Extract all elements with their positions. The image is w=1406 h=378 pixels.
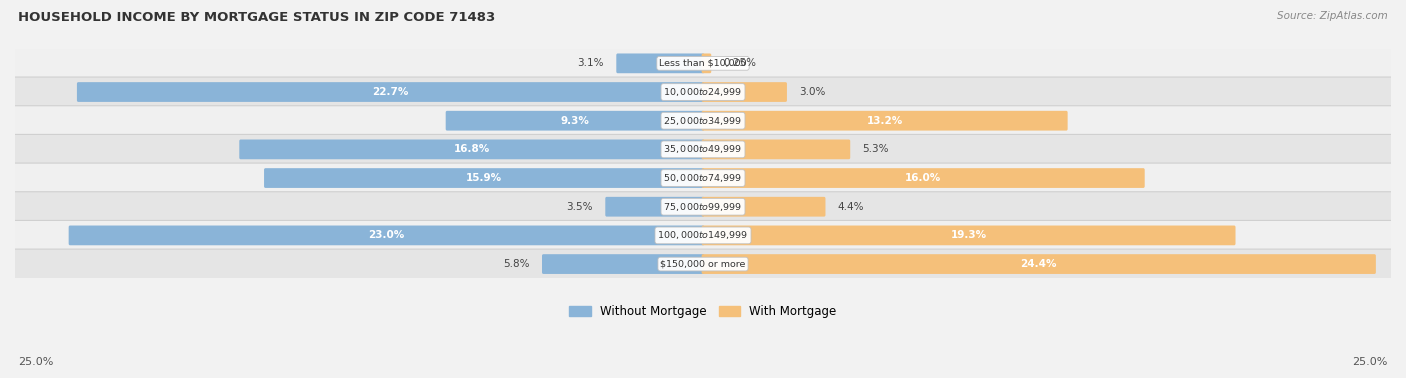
FancyBboxPatch shape xyxy=(702,111,1067,130)
FancyBboxPatch shape xyxy=(606,197,704,217)
Text: 3.5%: 3.5% xyxy=(567,202,593,212)
Text: 9.3%: 9.3% xyxy=(561,116,589,126)
Legend: Without Mortgage, With Mortgage: Without Mortgage, With Mortgage xyxy=(565,301,841,323)
Text: 25.0%: 25.0% xyxy=(18,357,53,367)
FancyBboxPatch shape xyxy=(446,111,704,130)
FancyBboxPatch shape xyxy=(264,168,704,188)
Text: 19.3%: 19.3% xyxy=(950,231,987,240)
Text: 15.9%: 15.9% xyxy=(467,173,502,183)
FancyBboxPatch shape xyxy=(6,220,1400,250)
Text: 23.0%: 23.0% xyxy=(368,231,405,240)
FancyBboxPatch shape xyxy=(69,226,704,245)
Text: 25.0%: 25.0% xyxy=(1353,357,1388,367)
Text: 4.4%: 4.4% xyxy=(838,202,865,212)
FancyBboxPatch shape xyxy=(702,254,1376,274)
FancyBboxPatch shape xyxy=(6,106,1400,136)
FancyBboxPatch shape xyxy=(77,82,704,102)
Text: $50,000 to $74,999: $50,000 to $74,999 xyxy=(664,172,742,184)
FancyBboxPatch shape xyxy=(702,82,787,102)
Text: Source: ZipAtlas.com: Source: ZipAtlas.com xyxy=(1277,11,1388,21)
FancyBboxPatch shape xyxy=(616,53,704,73)
Text: 24.4%: 24.4% xyxy=(1021,259,1057,269)
Text: $150,000 or more: $150,000 or more xyxy=(661,260,745,269)
Text: HOUSEHOLD INCOME BY MORTGAGE STATUS IN ZIP CODE 71483: HOUSEHOLD INCOME BY MORTGAGE STATUS IN Z… xyxy=(18,11,495,24)
Text: 5.3%: 5.3% xyxy=(863,144,889,154)
FancyBboxPatch shape xyxy=(6,135,1400,164)
FancyBboxPatch shape xyxy=(702,168,1144,188)
FancyBboxPatch shape xyxy=(702,197,825,217)
Text: $75,000 to $99,999: $75,000 to $99,999 xyxy=(664,201,742,213)
FancyBboxPatch shape xyxy=(6,163,1400,193)
Text: Less than $10,000: Less than $10,000 xyxy=(659,59,747,68)
Text: $10,000 to $24,999: $10,000 to $24,999 xyxy=(664,86,742,98)
FancyBboxPatch shape xyxy=(6,77,1400,107)
Text: 16.8%: 16.8% xyxy=(454,144,489,154)
Text: 0.25%: 0.25% xyxy=(724,58,756,68)
FancyBboxPatch shape xyxy=(6,48,1400,78)
Text: 3.0%: 3.0% xyxy=(800,87,825,97)
Text: 22.7%: 22.7% xyxy=(373,87,409,97)
Text: 16.0%: 16.0% xyxy=(905,173,941,183)
FancyBboxPatch shape xyxy=(6,192,1400,222)
Text: $100,000 to $149,999: $100,000 to $149,999 xyxy=(658,229,748,242)
Text: $25,000 to $34,999: $25,000 to $34,999 xyxy=(664,115,742,127)
FancyBboxPatch shape xyxy=(702,226,1236,245)
Text: 5.8%: 5.8% xyxy=(503,259,530,269)
FancyBboxPatch shape xyxy=(702,139,851,159)
FancyBboxPatch shape xyxy=(239,139,704,159)
Text: $35,000 to $49,999: $35,000 to $49,999 xyxy=(664,143,742,155)
FancyBboxPatch shape xyxy=(541,254,704,274)
FancyBboxPatch shape xyxy=(702,53,711,73)
Text: 13.2%: 13.2% xyxy=(866,116,903,126)
FancyBboxPatch shape xyxy=(6,249,1400,279)
Text: 3.1%: 3.1% xyxy=(578,58,605,68)
